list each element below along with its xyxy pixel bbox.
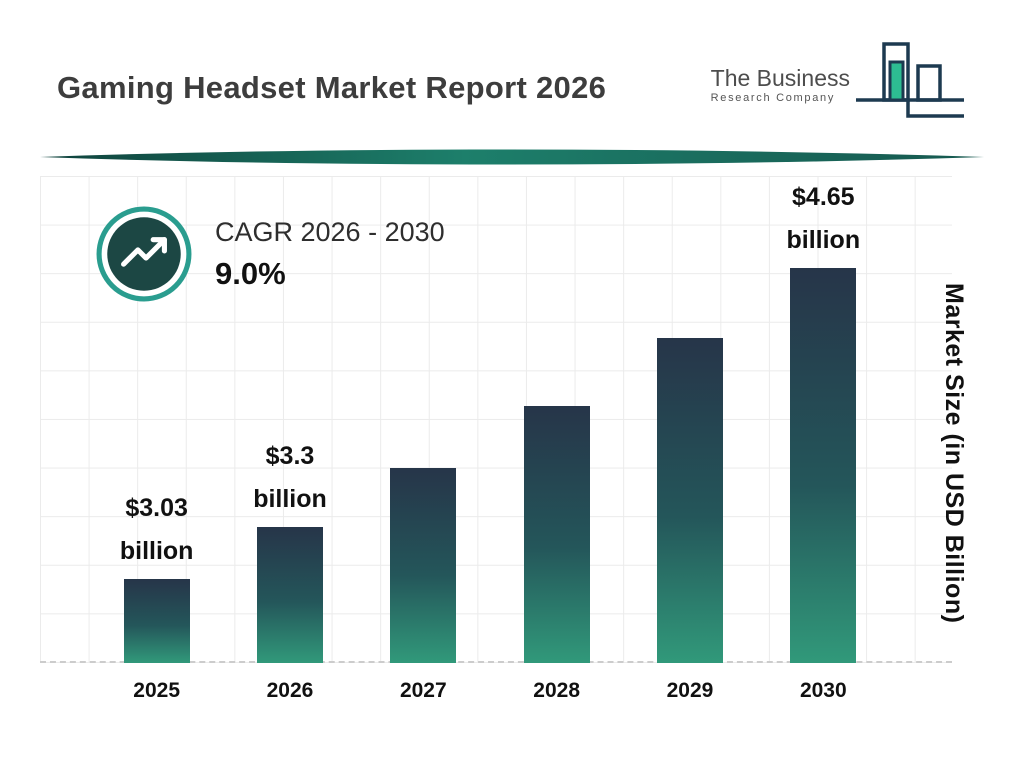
bar-group: $3.03 billion 2025 $3.3 billion 2026 2027 2028 2…: [90, 176, 890, 702]
bar-value-label-2026: $3.3 billion: [253, 442, 327, 513]
x-tick-2026: 2026: [266, 679, 314, 702]
bar-2026: [256, 527, 323, 663]
cagr-value: 9.0%: [215, 255, 286, 291]
y-axis-title: Market Size (in USD Billion): [940, 283, 968, 624]
x-tick-2028: 2028: [533, 679, 580, 702]
bar-2029: [656, 338, 723, 663]
company-logo-text: The Business Research Company: [711, 66, 850, 104]
bar-value-label-2030: $4.65 billion: [786, 183, 861, 254]
cagr-badge: CAGR 2026 - 2030 9.0%: [95, 205, 445, 303]
chart-plot-area: $3.03 billion 2025 $3.3 billion 2026 2027 2028 2…: [40, 176, 952, 702]
bar-2025: [123, 579, 190, 663]
divider-line: [40, 149, 984, 165]
bar-2027: [390, 468, 457, 663]
x-tick-2030: 2030: [799, 679, 847, 702]
company-logo: The Business Research Company: [711, 40, 966, 126]
trend-up-icon: [96, 206, 192, 302]
bar-slot-2029: 2029: [623, 176, 756, 702]
x-tick-2027: 2027: [399, 679, 447, 702]
bar-slot-2028: 2028: [490, 176, 623, 702]
page-title: Gaming Headset Market Report 2026: [57, 70, 607, 105]
logo-line1: The Business: [710, 65, 850, 91]
cagr-text: CAGR 2026 - 2030 9.0%: [215, 217, 445, 292]
x-tick-2025: 2025: [133, 679, 181, 702]
bar-slot-2027: 2027: [357, 176, 490, 702]
bar-value-label-2025: $3.03 billion: [119, 494, 194, 565]
logo-line2: Research Company: [710, 92, 836, 105]
bar-slot-2030: $4.65 billion 2030: [757, 176, 890, 702]
bar-slot-2025: $3.03 billion 2025: [90, 176, 223, 702]
logo-barchart-icon: [856, 42, 964, 118]
x-tick-2029: 2029: [666, 679, 714, 702]
bar-2030: [790, 268, 857, 663]
bar-2028: [523, 406, 590, 663]
logo-teal-bar: [888, 60, 905, 102]
bar-slot-2026: $3.3 billion 2026: [223, 176, 356, 702]
cagr-label: CAGR 2026 - 2030: [215, 216, 445, 247]
